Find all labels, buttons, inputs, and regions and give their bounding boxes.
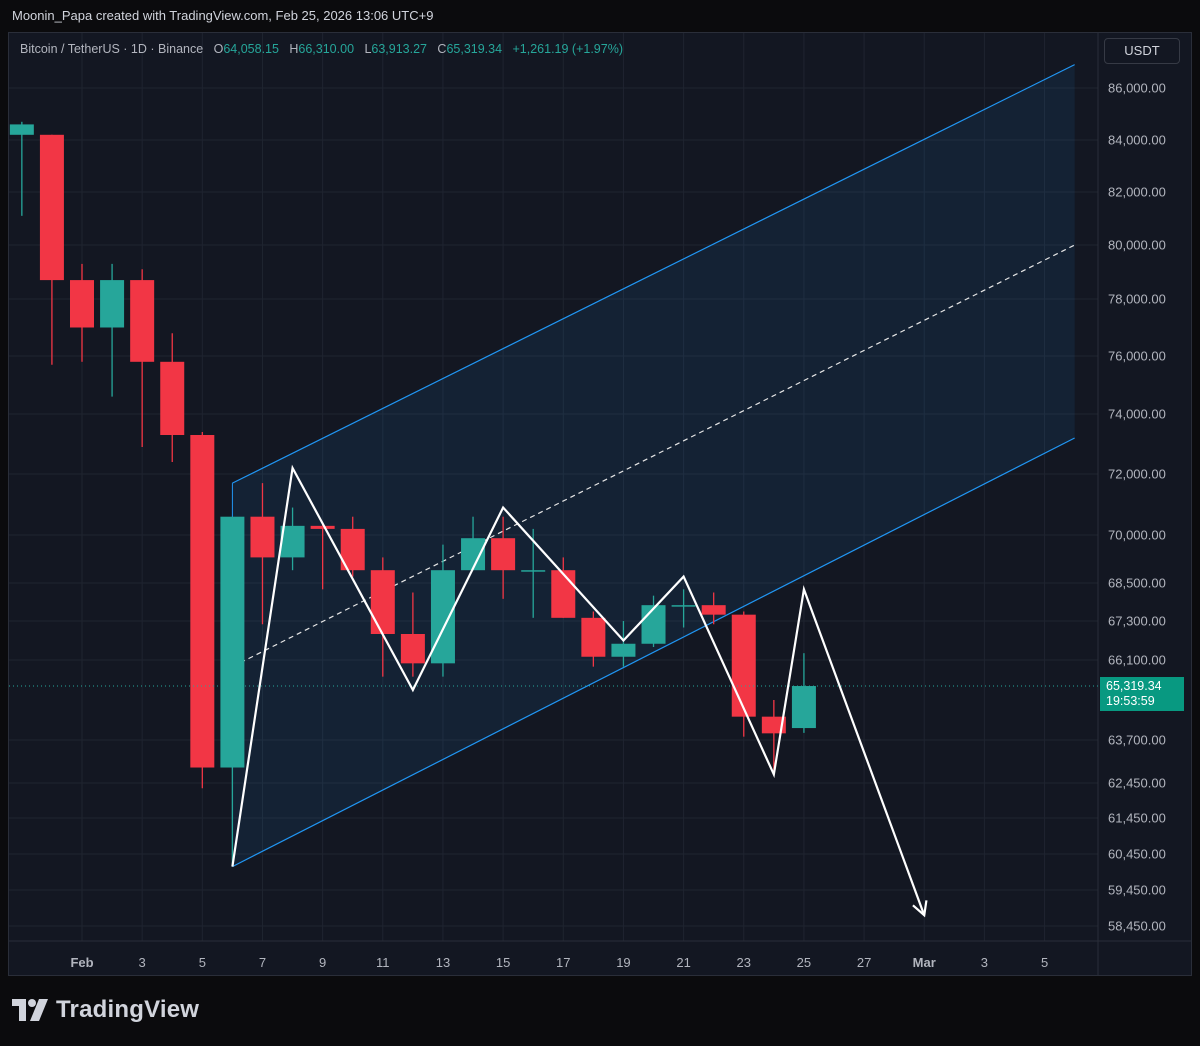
change-value: +1,261.19 (+1.97%) <box>512 42 623 56</box>
price-tick-label: 66,100.00 <box>1108 653 1166 668</box>
time-tick-label: 15 <box>496 955 510 970</box>
time-tick-label: 13 <box>436 955 450 970</box>
low-label: L <box>364 42 372 56</box>
candle-body-2026-02-09[interactable] <box>310 525 335 529</box>
high-value: 66,310.00 <box>298 42 355 56</box>
grid-lines <box>9 33 1191 975</box>
ascending-channel <box>231 64 1075 868</box>
price-tick-label: 72,000.00 <box>1108 467 1166 482</box>
candle-body-2026-02-06[interactable] <box>220 516 245 768</box>
candle-body-2026-01-30[interactable] <box>9 124 34 135</box>
price-tick-label: 60,450.00 <box>1108 847 1166 862</box>
price-tick-label: 82,000.00 <box>1108 185 1166 200</box>
time-tick-label: 3 <box>139 955 146 970</box>
candle-body-2026-02-07[interactable] <box>250 516 275 558</box>
candle-body-2026-02-02[interactable] <box>100 280 125 328</box>
last-price-tag: 65,319.34 19:53:59 <box>1100 677 1184 711</box>
close-label: C <box>437 42 447 56</box>
currency-button[interactable]: USDT <box>1104 38 1180 64</box>
price-tick-label: 59,450.00 <box>1108 883 1166 898</box>
candle-body-2026-02-22[interactable] <box>701 605 726 615</box>
price-tick-label: 74,000.00 <box>1108 407 1166 422</box>
candle-body-2026-02-21[interactable] <box>671 605 696 607</box>
chart-caption: Moonin_Papa created with TradingView.com… <box>12 8 434 23</box>
price-tick-label: 76,000.00 <box>1108 349 1166 364</box>
projection-path <box>231 464 928 918</box>
candle-body-2026-02-24[interactable] <box>761 716 786 734</box>
time-tick-label: 11 <box>376 955 390 970</box>
time-tick-label: 19 <box>616 955 630 970</box>
time-tick-label: 7 <box>259 955 266 970</box>
low-value: 63,913.27 <box>371 42 427 56</box>
price-tick-label: 70,000.00 <box>1108 528 1166 543</box>
time-tick-label: 27 <box>857 955 871 970</box>
candle-body-2026-02-04[interactable] <box>160 361 185 435</box>
time-tick-label: Mar <box>913 955 936 970</box>
time-axis: Feb 3 5 7 9 11 13 15 17 19 21 23 25 27 Mar 3 5 <box>70 955 1048 970</box>
channel-upper-line[interactable] <box>232 64 1075 484</box>
price-tick-label: 67,300.00 <box>1108 614 1166 629</box>
tradingview-logo-icon <box>12 999 48 1021</box>
price-tick-label: 61,450.00 <box>1108 811 1166 826</box>
bar-countdown: 19:53:59 <box>1106 694 1155 708</box>
last-price-value: 65,319.34 <box>1106 679 1162 693</box>
candle-body-2026-02-08[interactable] <box>280 525 305 558</box>
price-tick-label: 84,000.00 <box>1108 133 1166 148</box>
channel-fill <box>232 64 1075 867</box>
price-tick-label: 62,450.00 <box>1108 776 1166 791</box>
symbol-legend: Bitcoin / TetherUS · 1D · Binance O64,05… <box>20 42 623 56</box>
price-tick-label: 78,000.00 <box>1108 292 1166 307</box>
candle-body-2026-02-11[interactable] <box>370 570 395 634</box>
candle-body-2026-02-14[interactable] <box>461 538 486 571</box>
candle-body-2026-02-03[interactable] <box>130 280 155 362</box>
time-tick-label: Feb <box>70 955 93 970</box>
candle-body-2026-02-12[interactable] <box>400 634 425 664</box>
time-tick-label: 21 <box>676 955 690 970</box>
candle-body-2026-02-20[interactable] <box>641 605 666 644</box>
candle-body-2026-02-23[interactable] <box>731 614 756 717</box>
candle-body-2026-02-16[interactable] <box>521 570 546 572</box>
time-tick-label: 3 <box>981 955 988 970</box>
price-tick-label: 80,000.00 <box>1108 238 1166 253</box>
time-tick-label: 23 <box>737 955 751 970</box>
channel-lower-line[interactable] <box>232 437 1075 868</box>
price-tick-label: 63,700.00 <box>1108 733 1166 748</box>
price-tick-label: 58,450.00 <box>1108 919 1166 934</box>
time-tick-label: 17 <box>556 955 570 970</box>
zigzag-projection-line[interactable] <box>231 464 926 916</box>
tradingview-logo[interactable]: TradingView <box>12 996 199 1024</box>
time-tick-label: 9 <box>319 955 326 970</box>
close-value: 65,319.34 <box>446 42 503 56</box>
open-value: 64,058.15 <box>223 42 279 56</box>
candle-body-2026-02-15[interactable] <box>491 538 516 571</box>
candle-body-2026-01-31[interactable] <box>39 134 64 281</box>
candle-body-2026-02-13[interactable] <box>430 570 455 664</box>
time-tick-label: 25 <box>797 955 811 970</box>
candle-body-2026-02-25[interactable] <box>791 686 816 729</box>
high-label: H <box>289 42 299 56</box>
price-axis: 86,000.00 84,000.00 82,000.00 80,000.00 78,0… <box>1108 81 1166 934</box>
time-tick-label: 5 <box>199 955 206 970</box>
price-tick-label: 86,000.00 <box>1108 81 1166 96</box>
candle-body-2026-02-17[interactable] <box>551 570 576 618</box>
price-tick-label: 68,500.00 <box>1108 576 1166 591</box>
open-label: O <box>213 42 224 56</box>
candlesticks <box>9 121 1098 867</box>
symbol-title[interactable]: Bitcoin / TetherUS · 1D · Binance <box>20 42 204 56</box>
candle-body-2026-02-01[interactable] <box>70 280 94 328</box>
candle-body-2026-02-18[interactable] <box>581 617 606 657</box>
candle-body-2026-02-19[interactable] <box>611 643 636 657</box>
projection-arrowhead <box>912 900 928 918</box>
time-tick-label: 5 <box>1041 955 1048 970</box>
candle-body-2026-02-05[interactable] <box>190 435 215 768</box>
brand-name: TradingView <box>56 996 200 1023</box>
